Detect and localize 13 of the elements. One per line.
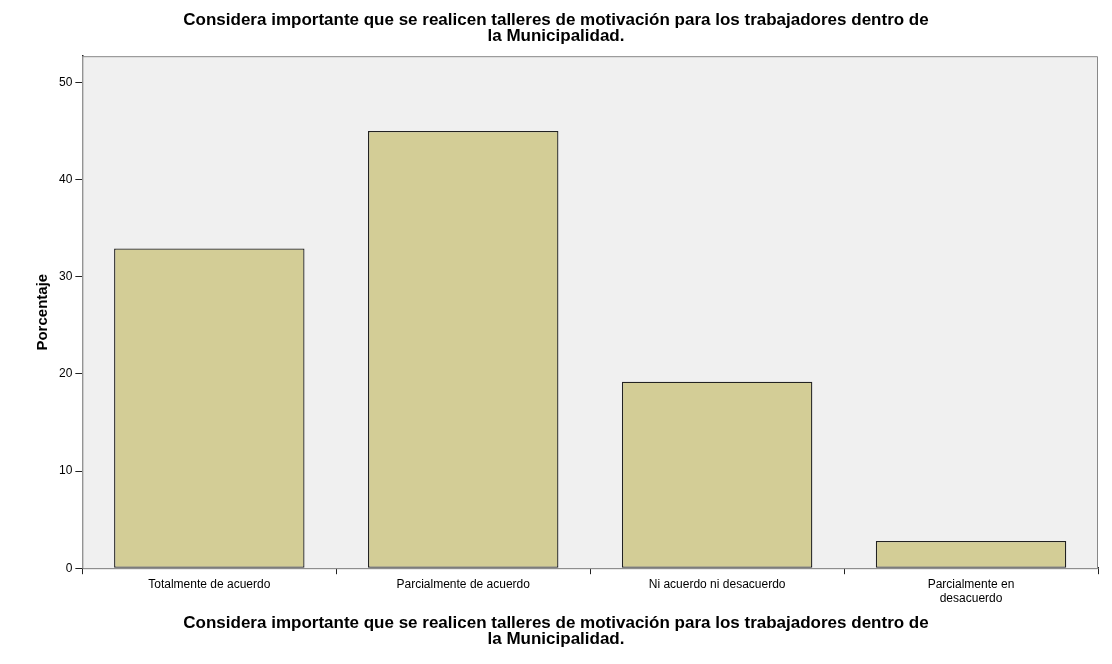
- y-tick-label: 40: [58, 171, 73, 186]
- y-axis-title: Porcentaje: [33, 273, 51, 351]
- y-tick-label: 10: [58, 463, 73, 478]
- y-tick-label: 30: [58, 269, 73, 284]
- y-tick-label: 20: [58, 366, 73, 381]
- x-tick-label: Totalmente de acuerdo: [148, 576, 271, 591]
- y-tick-label: 50: [58, 74, 73, 89]
- y-tick-label: 0: [65, 560, 73, 575]
- x-tick-label: Ni acuerdo ni desacuerdo: [648, 576, 786, 591]
- x-axis-title: Considera importante que se realicen talleres de motivación para los trabajadores dentro de la Municipalidad.: [182, 612, 930, 648]
- x-tick-label: Parcialmente en desacuerdo: [927, 576, 1015, 606]
- chart-title: Considera importante que se realicen talleres de motivación para los trabajadores dentro de la Municipalidad.: [182, 9, 930, 46]
- x-tick-label: Parcialmente de acuerdo: [396, 576, 531, 591]
